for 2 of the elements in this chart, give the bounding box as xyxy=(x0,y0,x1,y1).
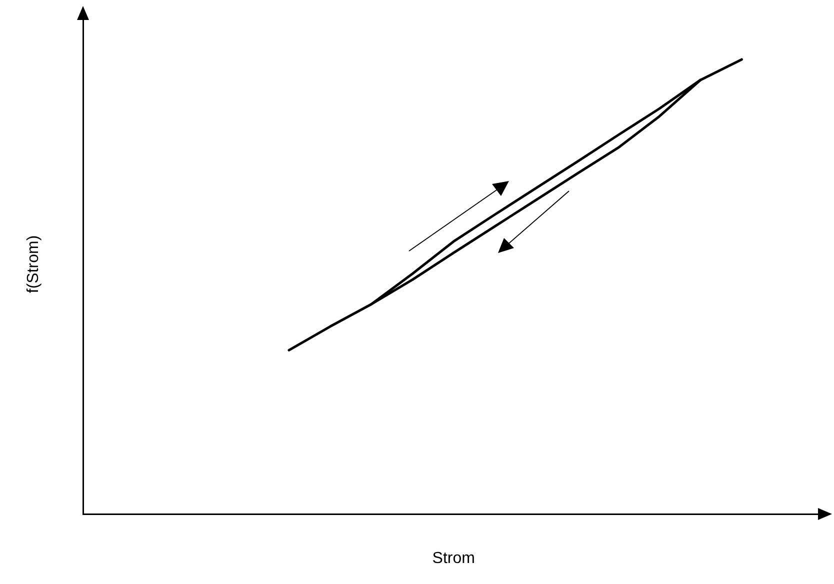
x-axis-title: Strom xyxy=(432,550,475,567)
y-axis-title: f(Strom) xyxy=(25,235,42,294)
